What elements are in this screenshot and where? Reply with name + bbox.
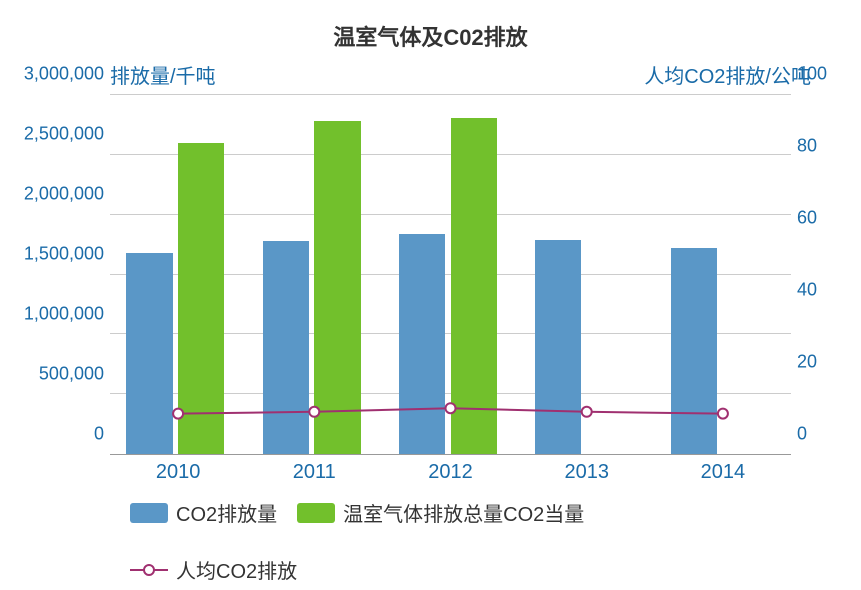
year-group: [246, 95, 382, 454]
y-axis-left-title: 排放量/千吨: [110, 60, 216, 89]
bar: [535, 240, 581, 454]
legend-item: 人均CO2排放: [130, 555, 297, 584]
x-tick: 2013: [519, 461, 655, 484]
y-left-tick: 0: [94, 424, 104, 445]
y-right-tick: 20: [797, 352, 817, 373]
bar: [399, 234, 445, 454]
bars-layer: [110, 95, 791, 454]
y-left-tick: 2,000,000: [24, 184, 104, 205]
x-tick: 2010: [110, 461, 246, 484]
year-group: [110, 95, 246, 454]
legend-label: 温室气体排放总量CO2当量: [343, 498, 584, 527]
y-left-tick: 3,000,000: [24, 64, 104, 85]
legend-label: 人均CO2排放: [176, 555, 297, 584]
legend-line-marker: [130, 560, 168, 580]
x-tick: 2012: [382, 461, 518, 484]
legend-swatch: [130, 503, 168, 523]
y-right-tick: 100: [797, 64, 827, 85]
year-group: [519, 95, 655, 454]
y-left-tick: 2,500,000: [24, 124, 104, 145]
x-tick: 2011: [246, 461, 382, 484]
year-group: [382, 95, 518, 454]
legend-label: CO2排放量: [176, 498, 277, 527]
y-left-tick: 500,000: [39, 364, 104, 385]
y-right-tick: 60: [797, 208, 817, 229]
legend-item: CO2排放量: [130, 498, 277, 527]
bar: [263, 241, 309, 454]
bar: [178, 143, 224, 454]
legend-swatch: [297, 503, 335, 523]
y-axis-left: 0 500,000 1,000,000 1,500,000 2,000,000 2,500…: [20, 95, 110, 455]
plot-wrapper: 0 500,000 1,000,000 1,500,000 2,000,000 2,500…: [20, 95, 841, 455]
y-axis-right-title: 人均CO2排放/公吨: [644, 60, 811, 89]
y-right-tick: 80: [797, 136, 817, 157]
bar: [451, 118, 497, 454]
emissions-chart: 温室气体及C02排放 排放量/千吨 人均CO2排放/公吨 0 500,000 1,0…: [20, 20, 841, 570]
y-left-tick: 1,500,000: [24, 244, 104, 265]
y-axis-right: 020406080100: [791, 95, 841, 455]
y-left-tick: 1,000,000: [24, 304, 104, 325]
bar: [314, 121, 360, 454]
x-tick: 2014: [655, 461, 791, 484]
plot-area: [110, 95, 791, 455]
axis-titles: 排放量/千吨 人均CO2排放/公吨: [20, 60, 841, 89]
legend: CO2排放量 温室气体排放总量CO2当量人均CO2排放: [130, 498, 841, 584]
legend-item: 温室气体排放总量CO2当量: [297, 498, 584, 527]
x-axis: 20102011201220132014: [110, 461, 791, 484]
y-right-tick: 0: [797, 424, 807, 445]
bar: [671, 248, 717, 454]
year-group: [655, 95, 791, 454]
bar: [126, 253, 172, 454]
y-right-tick: 40: [797, 280, 817, 301]
chart-title: 温室气体及C02排放: [20, 20, 841, 52]
